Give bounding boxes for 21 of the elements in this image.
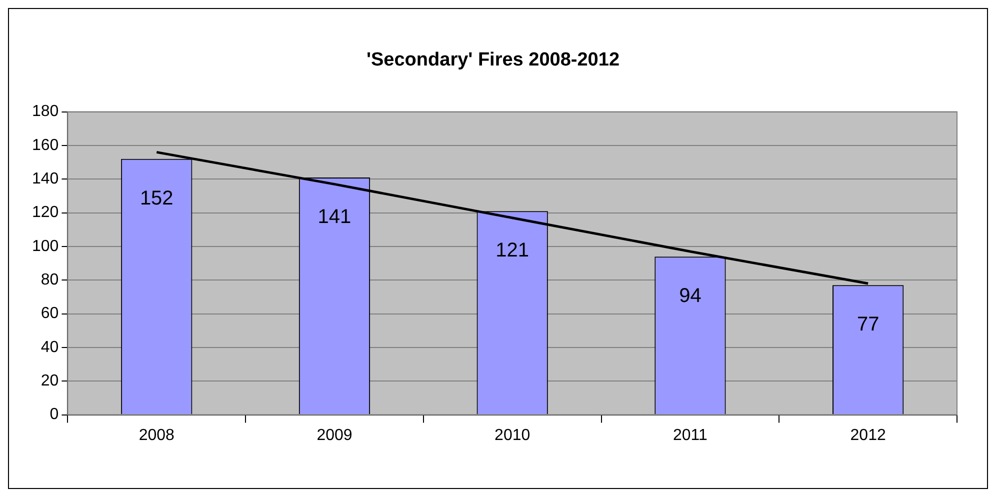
chart-title: 'Secondary' Fires 2008-2012 — [366, 50, 620, 71]
y-tick-label: 100 — [32, 238, 59, 255]
y-tick-label: 120 — [32, 204, 59, 222]
y-tick-label: 140 — [32, 170, 59, 188]
y-tick-label: 180 — [32, 103, 59, 120]
y-tick-label: 160 — [32, 136, 59, 154]
data-label: 141 — [318, 206, 352, 228]
data-label: 121 — [496, 240, 530, 262]
x-tick-label: 2009 — [316, 426, 352, 444]
data-label: 77 — [856, 314, 880, 336]
y-tick-label: 0 — [50, 406, 59, 424]
y-tick-label: 20 — [40, 372, 59, 390]
x-tick-label: 2008 — [138, 426, 175, 444]
x-tick-label: 2011 — [673, 426, 708, 444]
x-tick-label: 2012 — [850, 426, 886, 444]
y-tick-label: 60 — [40, 305, 59, 322]
y-tick-label: 80 — [40, 272, 59, 289]
data-label: 94 — [679, 285, 702, 308]
y-tick-label: 40 — [40, 338, 59, 356]
x-tick-label: 2010 — [494, 426, 530, 444]
data-label: 152 — [140, 187, 174, 210]
